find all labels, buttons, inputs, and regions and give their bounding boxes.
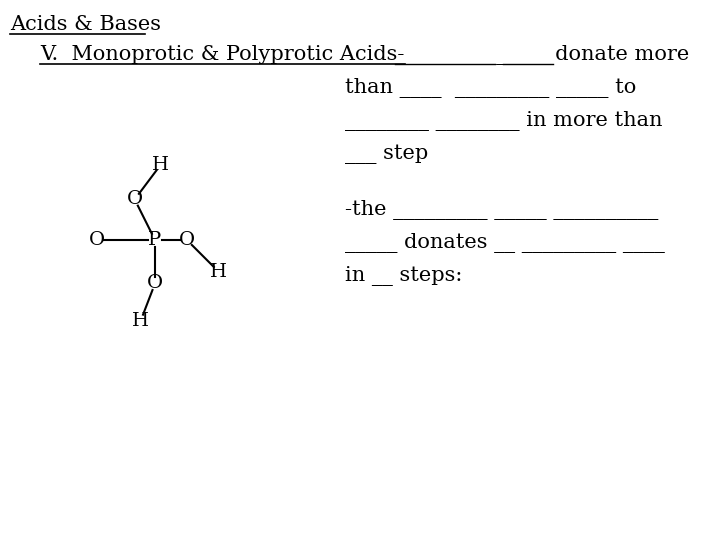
Text: than ____  _________ _____ to: than ____ _________ _____ to bbox=[345, 78, 636, 98]
Text: _____ donates __ _________ ____: _____ donates __ _________ ____ bbox=[345, 233, 665, 253]
Text: in __ steps:: in __ steps: bbox=[345, 266, 462, 286]
Text: O: O bbox=[127, 191, 143, 208]
Text: H: H bbox=[132, 312, 149, 330]
Text: P: P bbox=[148, 231, 161, 249]
Text: V.  Monoprotic & Polyprotic Acids-: V. Monoprotic & Polyprotic Acids- bbox=[40, 45, 405, 64]
Text: -the _________ _____ __________: -the _________ _____ __________ bbox=[345, 200, 658, 220]
Text: O: O bbox=[147, 274, 163, 293]
Text: ___ step: ___ step bbox=[345, 144, 428, 164]
Text: Acids & Bases: Acids & Bases bbox=[10, 15, 161, 34]
Text: H: H bbox=[210, 263, 228, 281]
Text: O: O bbox=[179, 231, 195, 249]
Text: O: O bbox=[89, 231, 105, 249]
Text: ________ ________ in more than: ________ ________ in more than bbox=[345, 111, 662, 131]
Text: H: H bbox=[153, 156, 169, 173]
Text: _________ _____ donate more: _________ _____ donate more bbox=[395, 45, 689, 65]
